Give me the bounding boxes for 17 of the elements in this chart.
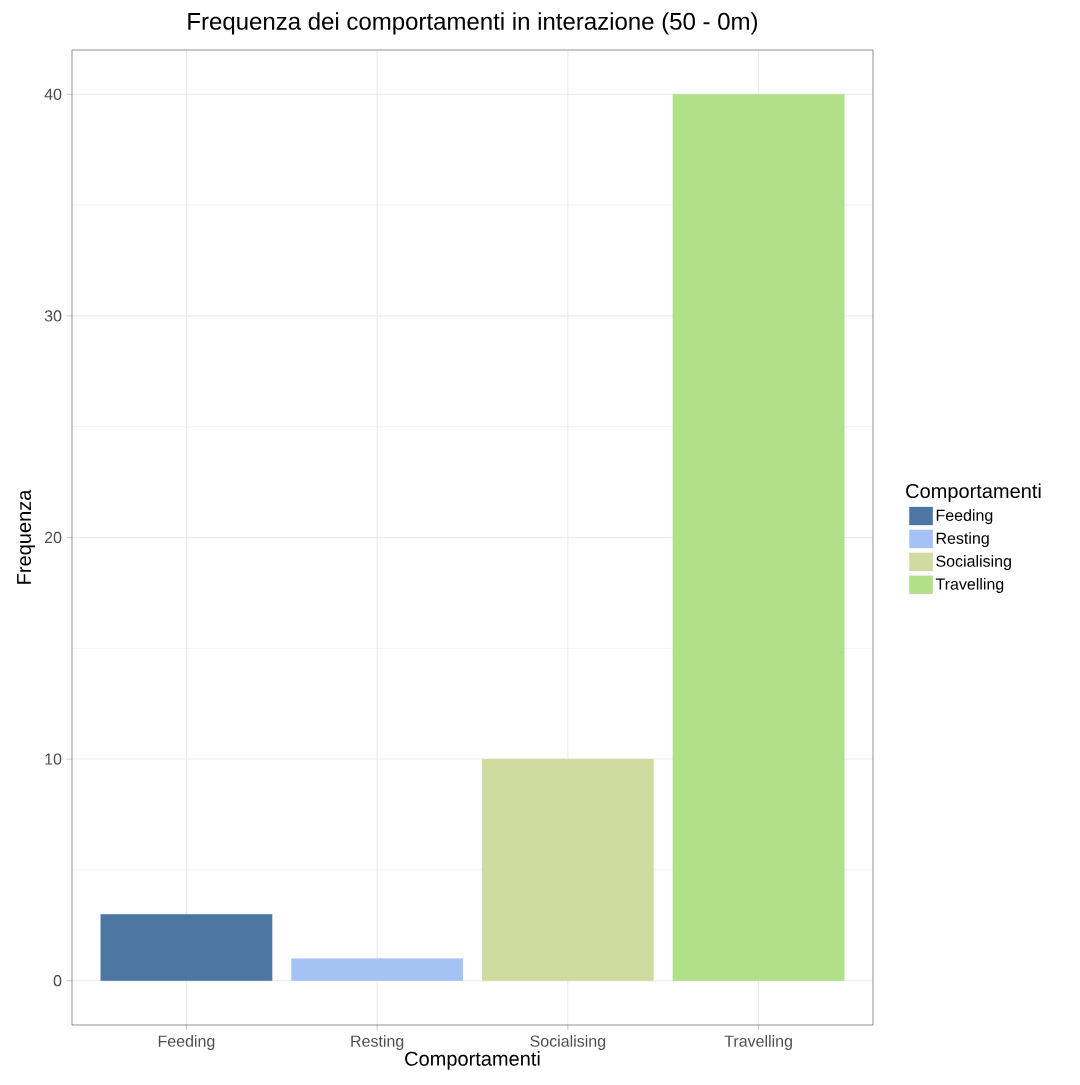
y-tick-label: 30 <box>44 310 62 322</box>
legend-label: Socialising <box>936 555 1011 570</box>
y-axis-title: Frequenza <box>17 489 35 584</box>
legend-label: Resting <box>936 532 989 548</box>
legend-label: Feeding <box>936 509 993 525</box>
x-tick-label: Resting <box>351 1035 404 1050</box>
legend-label: Travelling <box>935 578 1004 593</box>
x-tick-label: Feeding <box>158 1035 215 1050</box>
y-tick-label: 40 <box>44 88 62 100</box>
x-tick-label: Socialising <box>530 1035 606 1050</box>
x-tick-label: Travelling <box>724 1035 792 1050</box>
x-axis-title: Comportamenti <box>405 1051 540 1070</box>
y-tick-label: 20 <box>44 531 62 544</box>
chart-title: Frequenza dei comportamenti in interazione (50 - 0m) <box>188 12 758 35</box>
legend-title: Comportamenti <box>906 483 1041 503</box>
y-tick-label: 10 <box>45 753 62 765</box>
y-tick-label: 0 <box>53 975 62 987</box>
